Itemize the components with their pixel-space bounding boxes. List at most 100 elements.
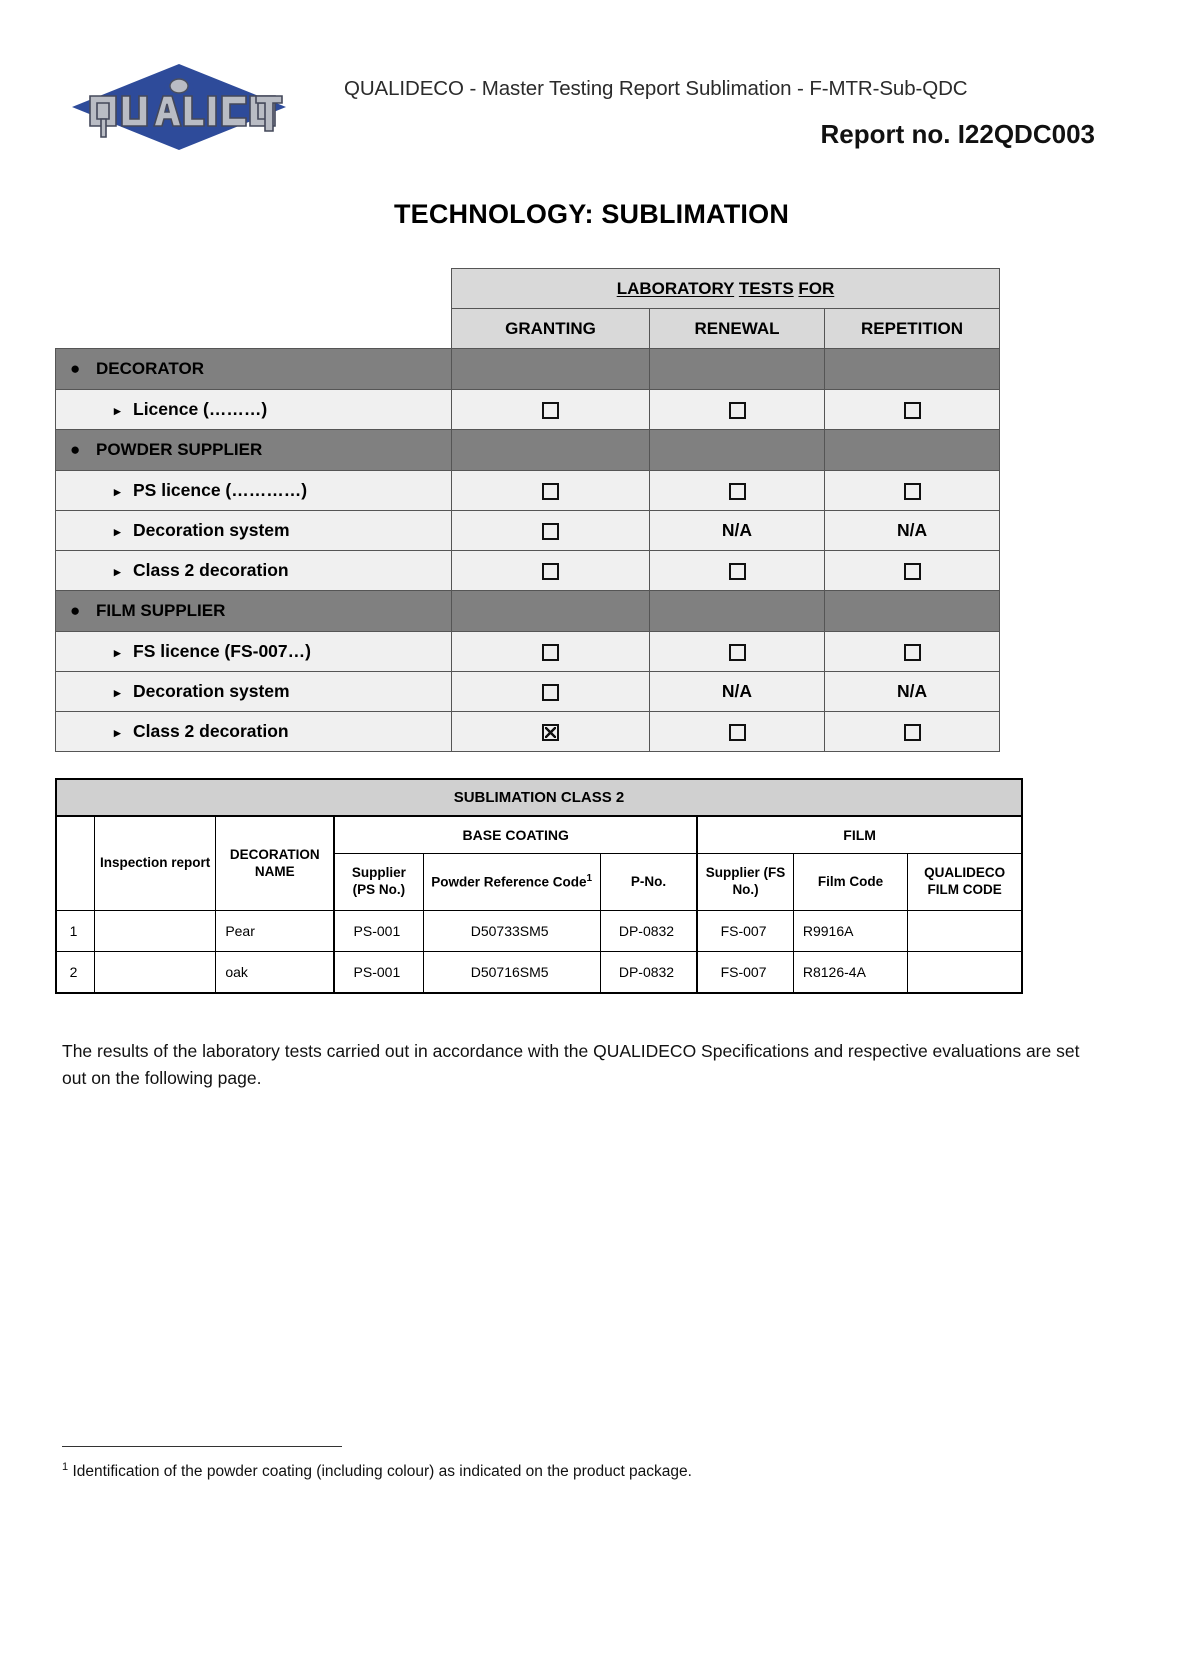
checkbox-icon[interactable] xyxy=(542,401,559,419)
group-label-cell: ● POWDER SUPPLIER xyxy=(55,429,452,471)
test-cell-granting[interactable] xyxy=(451,470,650,511)
test-cell-repetition[interactable] xyxy=(823,389,1001,430)
qualideco-film-code-cell xyxy=(907,910,1024,952)
row-number-cell: 1 xyxy=(54,910,95,952)
laboratory-tests-table: LABORATORY TESTS FOR GRANTING RENEWAL REPET… xyxy=(55,268,1001,752)
checkbox-icon[interactable] xyxy=(728,562,746,580)
requirement-row: ▸ Decoration system N/A N/A xyxy=(55,510,1001,551)
bullet-icon: ● xyxy=(70,440,81,459)
header-film-code: Film Code xyxy=(792,853,909,911)
header-bc-powder-ref: Powder Reference Code1 xyxy=(422,853,601,911)
test-cell-renewal[interactable] xyxy=(649,631,825,672)
group-empty-cell xyxy=(649,348,825,390)
row-label-text: DECORATOR xyxy=(96,359,204,378)
checkbox-checked-icon[interactable] xyxy=(542,723,559,741)
test-cell-renewal[interactable] xyxy=(649,389,825,430)
group-label-cell: ● FILM SUPPLIER xyxy=(55,590,452,632)
test-cell-granting[interactable] xyxy=(451,671,650,712)
triangle-right-icon: ▸ xyxy=(114,403,121,418)
group-label-cell: ● DECORATOR xyxy=(55,348,452,390)
sublimation-column-header-row: Supplier (PS No.) Powder Reference Code1… xyxy=(56,853,1024,911)
report-number-line: Report no. I22QDC003 xyxy=(332,119,1123,150)
checkbox-icon[interactable] xyxy=(542,482,559,500)
table-row: 1 Pear PS-001 D50733SM5 DP-0832 FS-007 R9916A xyxy=(54,910,1024,952)
requirement-row: ▸ Decoration system N/A N/A xyxy=(55,671,1001,712)
group-empty-cell xyxy=(649,429,825,471)
header-film: FILM xyxy=(696,815,1023,854)
triangle-right-icon: ▸ xyxy=(114,564,121,579)
checkbox-icon[interactable] xyxy=(728,723,746,741)
qualicoat-logo-icon xyxy=(72,64,286,150)
column-header-repetition: REPETITION xyxy=(823,308,1001,349)
test-cell-repetition[interactable] xyxy=(823,631,1001,672)
checkbox-icon[interactable] xyxy=(903,723,921,741)
group-empty-cell xyxy=(649,590,825,632)
header-bc-pno: P-No. xyxy=(599,853,699,911)
header-bc-powder-ref-text: Powder Reference Code xyxy=(431,874,587,890)
group-empty-cell xyxy=(451,429,650,471)
not-applicable-label: N/A xyxy=(721,681,753,701)
sublimation-class2-table: SUBLIMATION CLASS 2 Inspection report DE… xyxy=(54,778,1024,994)
header-text-block: QUALIDECO - Master Testing Report Sublim… xyxy=(308,55,1123,150)
subheader-spacer xyxy=(55,308,452,349)
row-label-text: FILM SUPPLIER xyxy=(96,601,226,620)
test-cell-repetition: N/A xyxy=(823,671,1001,712)
checkbox-icon[interactable] xyxy=(903,643,921,661)
test-cell-granting[interactable] xyxy=(451,711,650,752)
group-empty-cell xyxy=(451,348,650,390)
technology-title: TECHNOLOGY: SUBLIMATION xyxy=(393,199,790,229)
item-label-cell: ▸ Class 2 decoration xyxy=(55,550,452,591)
checkbox-icon[interactable] xyxy=(728,401,746,419)
qualicoat-logo xyxy=(60,55,308,153)
triangle-right-icon: ▸ xyxy=(114,484,121,499)
test-cell-repetition: N/A xyxy=(823,510,1001,551)
supplier-group-row: ● DECORATOR xyxy=(55,348,1001,390)
item-label-cell: ▸ Decoration system xyxy=(55,510,452,551)
test-cell-repetition[interactable] xyxy=(823,711,1001,752)
checkbox-icon[interactable] xyxy=(728,482,746,500)
p-number-cell: DP-0832 xyxy=(599,951,699,994)
test-cell-granting[interactable] xyxy=(451,510,650,551)
test-cell-renewal[interactable] xyxy=(649,470,825,511)
checkbox-icon[interactable] xyxy=(542,562,559,580)
item-label-cell: ▸ PS licence (…………) xyxy=(55,470,452,511)
report-number-label: Report no. xyxy=(820,119,951,149)
test-cell-granting[interactable] xyxy=(451,389,650,430)
test-cell-granting[interactable] xyxy=(451,550,650,591)
item-label-cell: ▸ FS licence (FS-007…) xyxy=(55,631,452,672)
checkbox-icon[interactable] xyxy=(542,522,559,540)
requirement-row: ▸ Class 2 decoration xyxy=(55,550,1001,591)
checkbox-icon[interactable] xyxy=(542,683,559,701)
row-label-text: FS licence (FS-007…) xyxy=(133,641,311,661)
footnote-area: 1 Identification of the powder coating (… xyxy=(62,1445,1062,1481)
inspection-report-cell xyxy=(93,910,217,952)
row-label-text: POWDER SUPPLIER xyxy=(96,440,263,459)
header-base-coating: BASE COATING xyxy=(333,815,699,854)
results-paragraph: The results of the laboratory tests carr… xyxy=(62,1041,1080,1089)
header-film-supplier: Supplier (FS No.) xyxy=(696,853,794,911)
checkbox-icon[interactable] xyxy=(903,482,921,500)
test-cell-repetition[interactable] xyxy=(823,550,1001,591)
test-cell-granting[interactable] xyxy=(451,631,650,672)
column-header-renewal: RENEWAL xyxy=(649,308,825,349)
test-cell-renewal[interactable] xyxy=(649,550,825,591)
checkbox-icon[interactable] xyxy=(903,562,921,580)
test-cell-repetition[interactable] xyxy=(823,470,1001,511)
not-applicable-label: N/A xyxy=(721,520,753,540)
group-empty-cell xyxy=(823,590,1001,632)
checkbox-icon[interactable] xyxy=(903,401,921,419)
test-cell-renewal[interactable] xyxy=(649,711,825,752)
requirement-row: ▸ Licence (………) xyxy=(55,389,1001,430)
header-row-number xyxy=(54,815,95,911)
triangle-right-icon: ▸ xyxy=(114,725,121,740)
document-header: QUALIDECO - Master Testing Report Sublim… xyxy=(0,0,1183,153)
checkbox-icon[interactable] xyxy=(728,643,746,661)
header-inspection-report: Inspection report xyxy=(93,815,217,911)
checkbox-icon[interactable] xyxy=(542,643,559,661)
lab-tests-word: TESTS xyxy=(738,278,794,298)
item-label-cell: ▸ Licence (………) xyxy=(55,389,452,430)
test-cell-renewal: N/A xyxy=(649,510,825,551)
film-supplier-cell: FS-007 xyxy=(696,951,794,994)
qualideco-film-code-cell xyxy=(907,951,1024,994)
